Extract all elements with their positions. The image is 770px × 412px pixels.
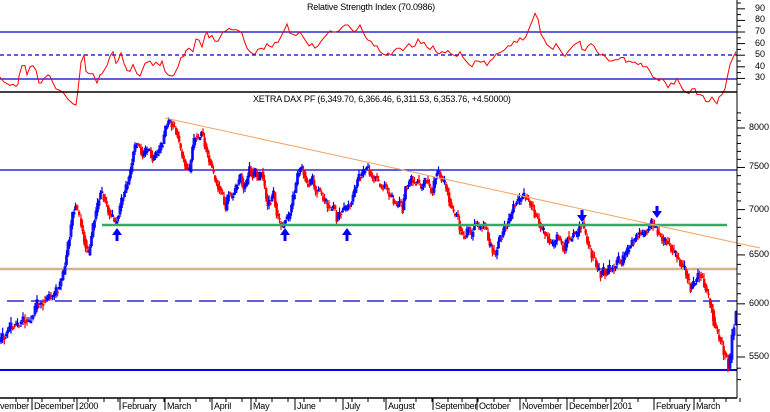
x-axis-label: February (122, 401, 157, 411)
rsi-panel (0, 2, 745, 106)
up-arrow-icon (342, 228, 352, 241)
downtrend-line (164, 117, 761, 249)
price-y-tick-label: 6000 (749, 297, 770, 308)
rsi-y-tick-label: 30 (755, 72, 766, 83)
up-arrow-icon (280, 228, 290, 241)
price-y-tick-label: 6500 (749, 248, 770, 259)
rsi-line (0, 12, 737, 106)
x-axis-label: April (214, 401, 232, 411)
x-axis-label: October (479, 401, 510, 411)
x-axis-label: May (253, 401, 270, 411)
price-y-tick-label: 7500 (749, 161, 770, 172)
down-arrow-icon (652, 206, 662, 218)
x-axis-label: 2001 (613, 401, 633, 411)
rsi-y-tick-label: 60 (755, 37, 766, 48)
x-axis-label: March (167, 401, 192, 411)
x-axis-label: 2000 (79, 401, 99, 411)
x-axis-label: June (297, 401, 316, 411)
up-arrow-icon (112, 228, 122, 241)
rsi-y-tick-label: 70 (755, 26, 766, 36)
rsi-y-tick-label: 90 (755, 2, 766, 13)
x-axis-ticks (15, 398, 741, 410)
x-axis-label: March (696, 401, 721, 411)
x-axis-label: September (435, 401, 478, 411)
x-axis-label: July (345, 401, 361, 411)
rsi-title: Relative Strength Index (70.0986) (307, 2, 435, 12)
price-y-tick-label: 7000 (749, 203, 770, 214)
rsi-y-axis (737, 2, 745, 85)
rsi-y-tick-label: 40 (755, 60, 766, 71)
x-axis-label: vember (0, 401, 29, 411)
price-title: XETRA DAX PF (6,349.70, 6,366.46, 6,311.… (253, 94, 511, 104)
x-axis-label: August (388, 401, 415, 411)
price-panel (0, 112, 761, 381)
x-axis-label: February (656, 401, 691, 411)
rsi-y-tick-label: 50 (755, 49, 766, 60)
price-y-tick-label: 5500 (749, 351, 770, 361)
rsi-y-tick-label: 80 (755, 14, 766, 25)
x-axis-label: December (569, 401, 609, 411)
signal-arrows (112, 206, 662, 241)
price-bars (0, 117, 738, 373)
x-axis-label: November (522, 401, 562, 411)
price-y-axis (737, 112, 745, 381)
down-arrow-icon (577, 210, 587, 222)
price-y-tick-label: 8000 (749, 122, 770, 132)
x-axis-label: December (34, 401, 74, 411)
